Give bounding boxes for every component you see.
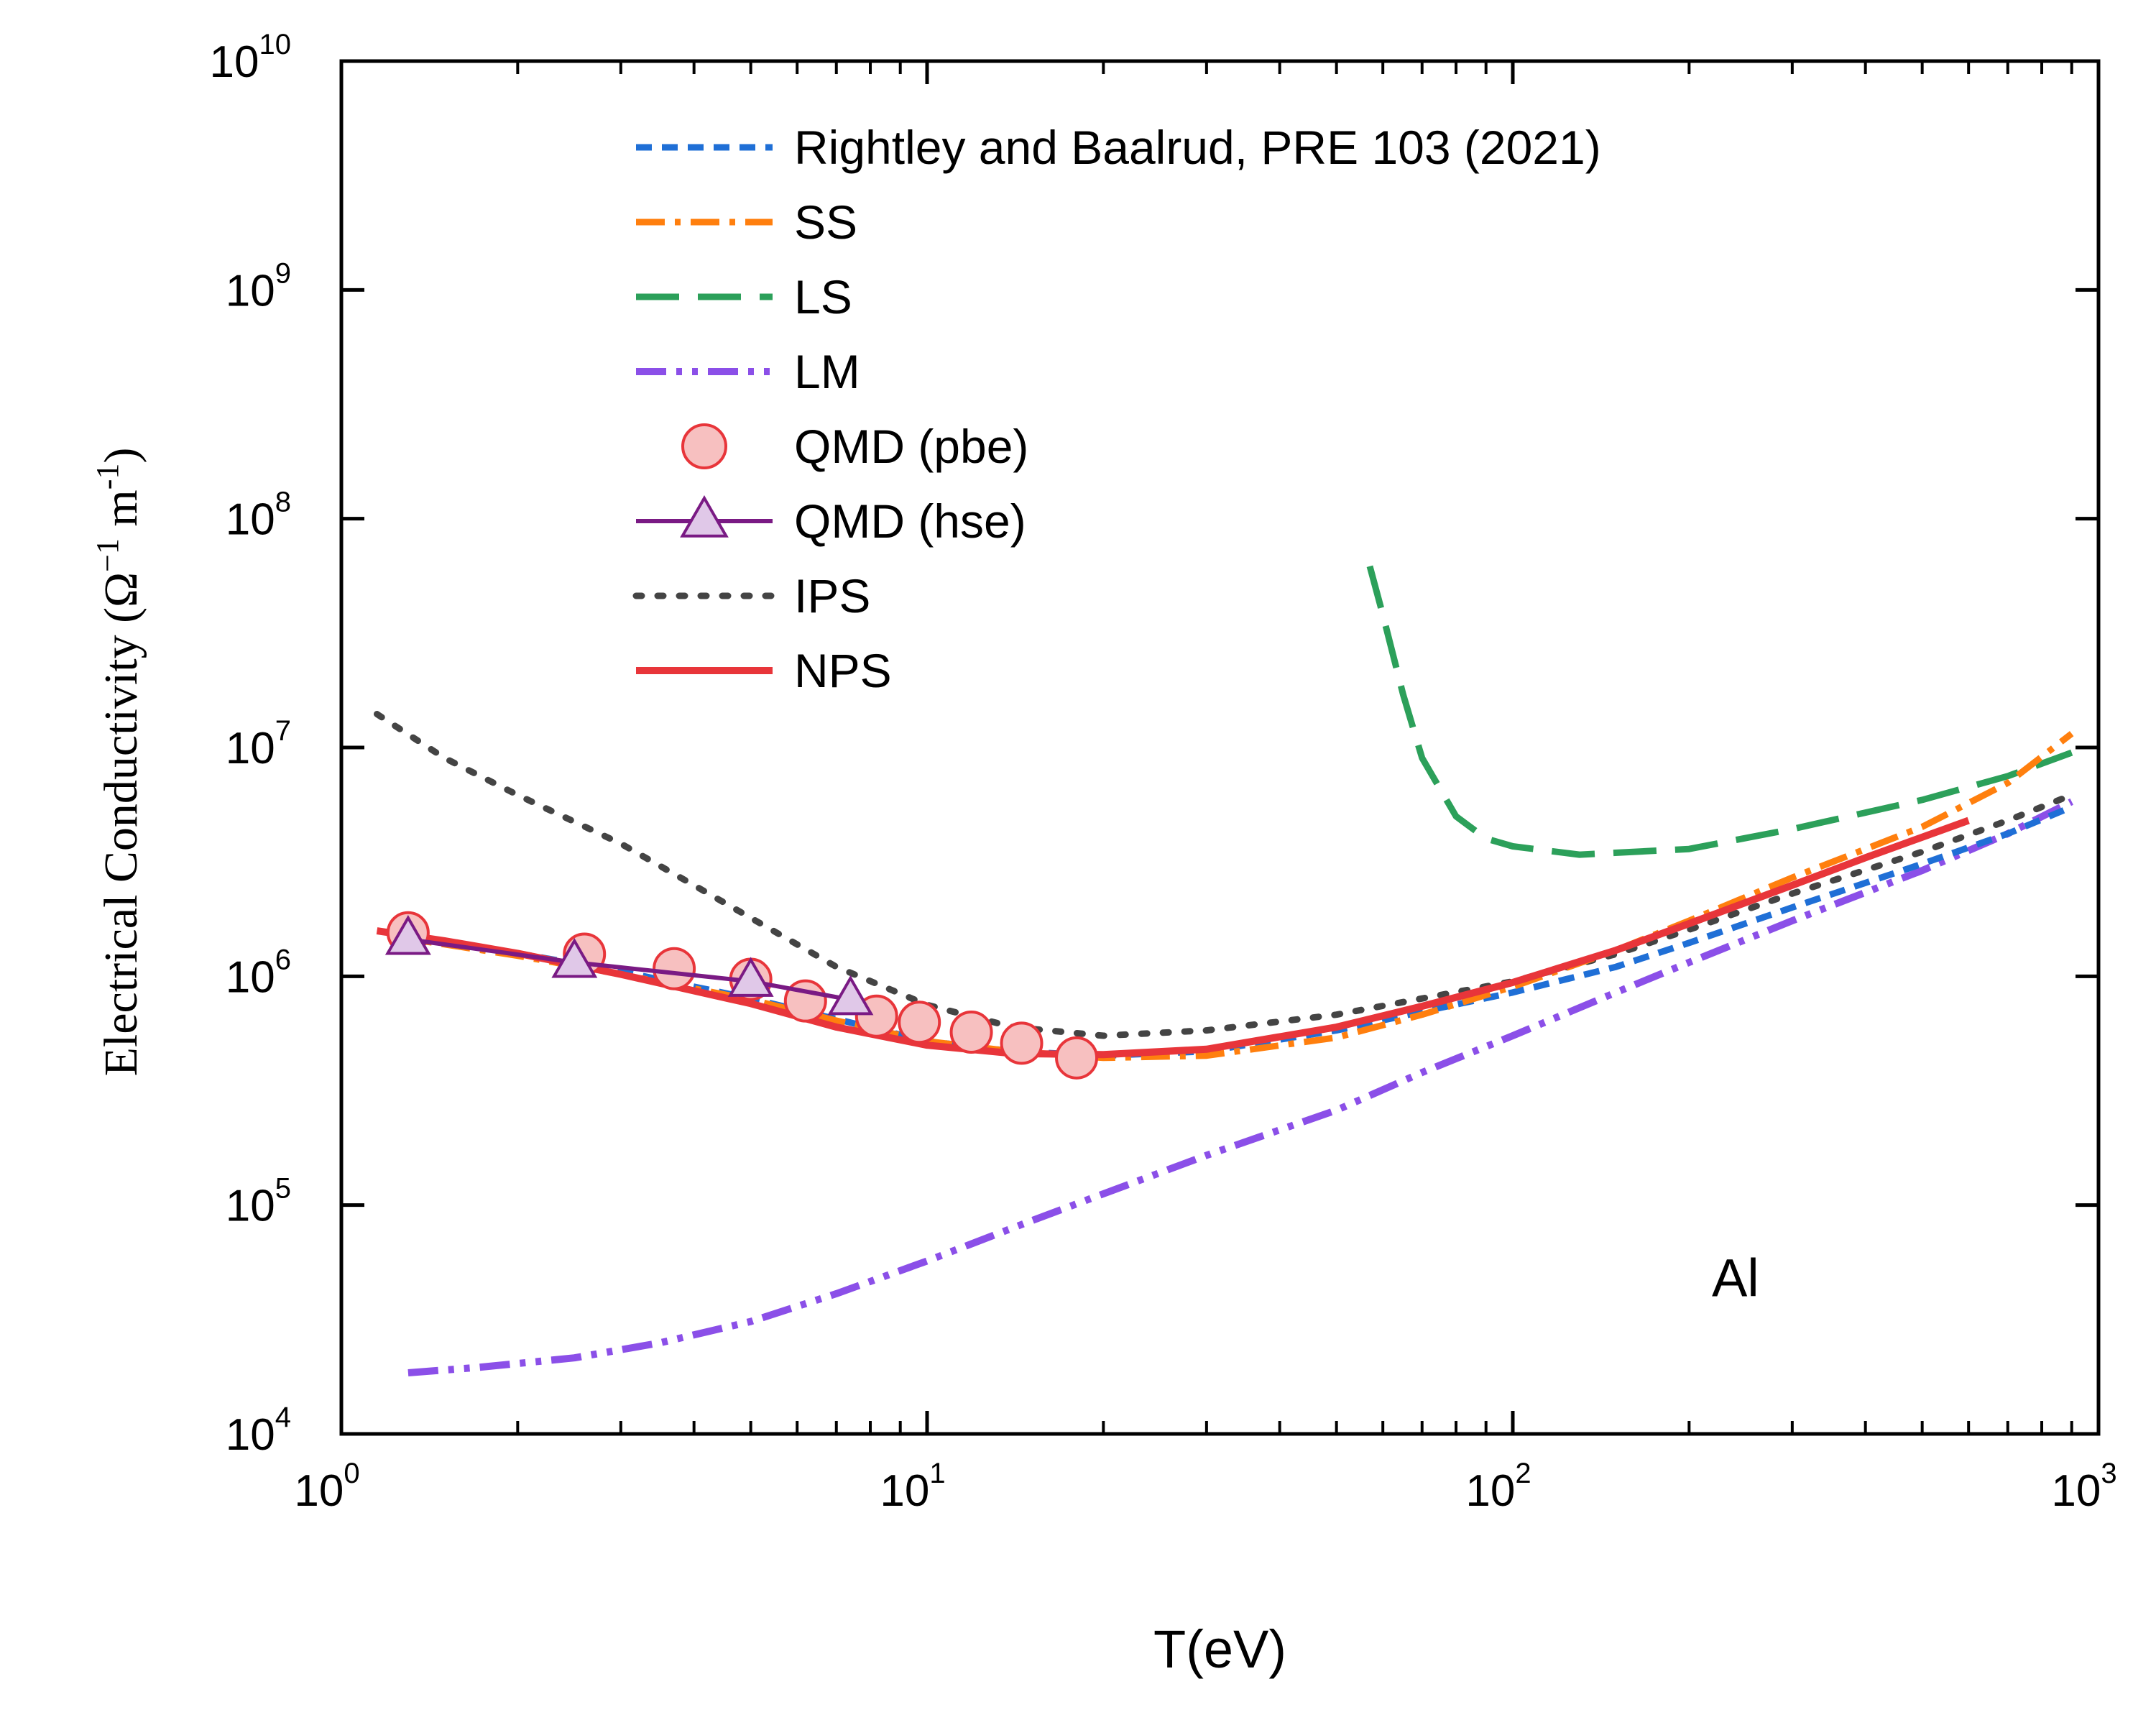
series-line-qmd-hse <box>407 937 851 1002</box>
legend-label: IPS <box>794 569 870 622</box>
legend-item-ls: LS <box>636 270 852 323</box>
legend-item-lm: LM <box>636 345 860 398</box>
data-point-qmd-pbe <box>898 1000 941 1044</box>
series-line-rightley-and-baalrud-pre-103-2021 <box>387 804 2073 1059</box>
data-point-qmd-pbe <box>1000 1021 1044 1065</box>
series-nps <box>376 816 1970 1059</box>
data-point-qmd-hse <box>384 914 431 955</box>
y-tick-label: 104 <box>226 1402 291 1460</box>
y-tick-label: 105 <box>226 1173 291 1231</box>
plot-frame <box>339 59 2101 1436</box>
y-axis-label-main: Electrical Conductivity (Ω <box>95 572 147 1077</box>
data-point-qmd-pbe <box>653 947 696 990</box>
legend-item-qmd-pbe: QMD (pbe) <box>681 420 1028 473</box>
x-tick-label: 103 <box>2051 1458 2116 1516</box>
y-axis-label: Electrical Conductivity (Ω−1 m-1) <box>90 448 147 1077</box>
series-ls <box>1366 565 2073 858</box>
axis-layer: 100 101 102 103 104 105 106 107 108 109 1010 <box>210 29 2117 1516</box>
data-point-qmd-pbe <box>1055 1036 1099 1080</box>
series-lm <box>407 798 2073 1376</box>
legend-marker-circle <box>681 423 727 469</box>
y-tick-label: 106 <box>226 944 291 1002</box>
annotation-al: Al <box>1712 1248 1759 1307</box>
legend-item-ips: IPS <box>632 569 870 622</box>
series-line-ls <box>1366 565 2073 858</box>
y-tick-label: 107 <box>226 715 291 773</box>
legend-label: QMD (hse) <box>794 494 1026 548</box>
x-tick-label: 101 <box>880 1458 945 1516</box>
series-qmd-hse <box>384 914 874 1016</box>
legend-label: LM <box>794 345 860 398</box>
series-line-nps <box>376 816 1970 1059</box>
x-tick-label: 102 <box>1465 1458 1531 1516</box>
legend-label: NPS <box>794 644 892 697</box>
data-point-qmd-hse <box>727 957 774 997</box>
data-point-qmd-hse <box>551 938 598 978</box>
y-axis-label-end: ) <box>95 448 147 464</box>
legend-label: Rightley and Baalrud, PRE 103 (2021) <box>794 121 1601 174</box>
y-tick-label: 108 <box>226 487 291 545</box>
legend-item-ss: SS <box>636 196 857 249</box>
data-point-qmd-pbe <box>949 1011 993 1054</box>
legend-item-rightley-and-baalrud-pre-103-2021: Rightley and Baalrud, PRE 103 (2021) <box>636 121 1601 174</box>
y-tick-label: 109 <box>226 257 291 316</box>
legend-label: QMD (pbe) <box>794 420 1028 473</box>
series-ips <box>374 711 2076 1039</box>
x-tick-label: 100 <box>294 1458 359 1516</box>
series-rightley-and-baalrud-pre-103-2021 <box>387 804 2073 1059</box>
series-line-ips <box>374 711 2076 1039</box>
y-axis-label-sup2: -1 <box>90 464 125 490</box>
y-tick-label: 1010 <box>210 29 291 87</box>
legend-label: LS <box>794 270 852 323</box>
series-layer <box>374 565 2076 1376</box>
data-point-qmd-hse <box>827 975 874 1016</box>
y-axis-label-mid: m <box>95 489 147 538</box>
y-axis-label-sup1: −1 <box>90 538 125 572</box>
legend-item-qmd-hse: QMD (hse) <box>636 494 1026 548</box>
x-axis-label: T(eV) <box>1153 1619 1286 1679</box>
legend-item-nps: NPS <box>636 644 892 697</box>
legend: Rightley and Baalrud, PRE 103 (2021) SS LS… <box>632 121 1601 697</box>
legend-label: SS <box>794 196 857 249</box>
legend-marker-triangle <box>680 494 729 538</box>
series-line-lm <box>407 798 2073 1376</box>
